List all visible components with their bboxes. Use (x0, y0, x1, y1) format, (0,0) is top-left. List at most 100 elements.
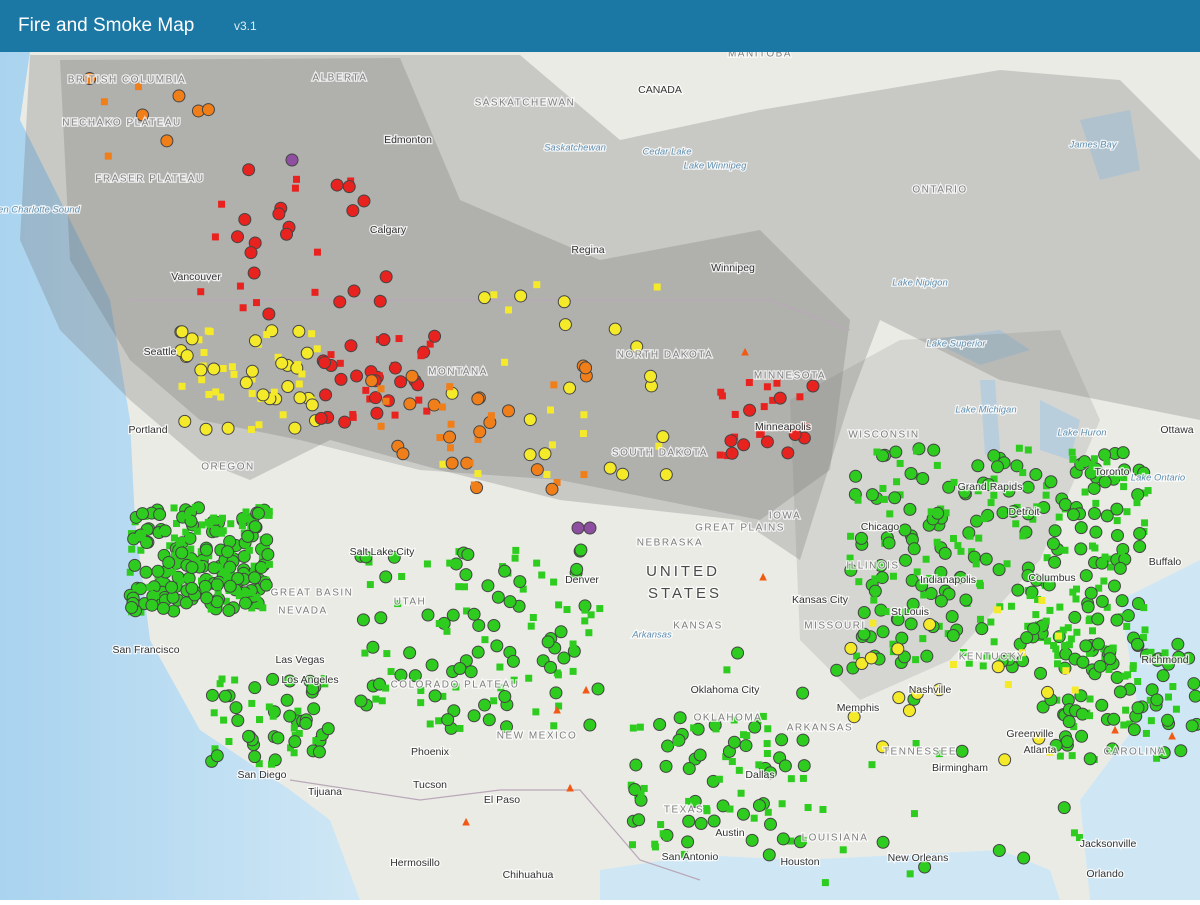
sensor-square (763, 383, 771, 391)
monitor-circle (175, 325, 189, 339)
sensor-square (248, 604, 256, 612)
sensor-square (265, 507, 273, 515)
monitor-circle (1091, 612, 1105, 626)
sensor-square (217, 393, 225, 401)
monitor-circle (630, 340, 644, 354)
sensor-square (957, 547, 965, 555)
sensor-square (529, 614, 537, 622)
place-label: Portland (128, 424, 167, 436)
monitor-circle (1060, 735, 1074, 749)
place-label: WISCONSIN (848, 430, 919, 441)
sensor-square (533, 559, 541, 567)
monitor-circle (659, 759, 673, 773)
sensor-square (1071, 686, 1079, 694)
sensor-square (1101, 553, 1109, 561)
monitor-circle (910, 686, 924, 700)
sensor-square (200, 349, 208, 357)
sensor-square (311, 288, 319, 296)
sensor-square (580, 471, 588, 479)
sensor-square (295, 380, 303, 388)
monitor-circle (918, 860, 932, 874)
sensor-square (659, 830, 667, 838)
monitor-circle (876, 625, 890, 639)
sensor-square (933, 461, 941, 469)
sensor-square (247, 589, 255, 597)
sensor-square (336, 359, 344, 367)
sensor-square (994, 606, 1002, 614)
monitor-circle (898, 553, 912, 567)
monitor-circle (498, 564, 512, 578)
sensor-square (1068, 752, 1076, 760)
monitor-circle (979, 552, 993, 566)
monitor-circle (1110, 502, 1124, 516)
monitor-circle (847, 710, 861, 724)
sensor-square (879, 484, 887, 492)
place-label: Birmingham (932, 762, 988, 774)
monitor-circle (830, 663, 844, 677)
monitor-circle (916, 471, 930, 485)
sensor-square (1144, 487, 1152, 495)
sensor-square (228, 571, 236, 579)
monitor-circle (855, 657, 869, 671)
monitor-circle (545, 482, 559, 496)
sensor-square (423, 407, 431, 415)
sensor-square (1112, 476, 1120, 484)
sensor-square (550, 722, 558, 730)
place-label: Phoenix (411, 746, 450, 758)
sensor-square (759, 712, 767, 720)
great-lakes (930, 330, 1080, 460)
place-label: NEW MEXICO (497, 731, 578, 742)
monitor-circle (876, 740, 890, 754)
sensor-square (1161, 649, 1169, 657)
sensor-square (889, 640, 897, 648)
monitor-circle (453, 661, 467, 675)
monitor-circle (1115, 594, 1129, 608)
monitor-circle (472, 618, 486, 632)
monitor-circle (934, 594, 948, 608)
sensor-square (1056, 603, 1064, 611)
sensor-square (244, 515, 252, 523)
sensor-square (1126, 720, 1134, 728)
sensor-square (640, 784, 648, 792)
monitor-circle (443, 430, 457, 444)
monitor-circle (681, 835, 695, 849)
monitor-circle (1083, 752, 1097, 766)
monitor-circle (891, 642, 905, 656)
monitor-circle (773, 391, 787, 405)
sensor-square (723, 666, 731, 674)
sensor-square (134, 83, 142, 91)
sensor-square (270, 388, 278, 396)
monitor-circle (403, 646, 417, 660)
monitor-circle (523, 413, 537, 427)
sensor-square (563, 606, 571, 614)
monitor-circle (446, 608, 460, 622)
monitor-circle (876, 835, 890, 849)
sensor-square (1054, 632, 1062, 640)
monitor-circle (1161, 713, 1175, 727)
basemap[interactable]: ▲ ▲ ▲ ▲ ▲ ▲ ▲ ▲ BRITISH COLUMBIA ALBERTA SASKATCH… (0, 47, 1200, 900)
monitor-circle (165, 580, 179, 594)
place-label: New Orleans (888, 852, 949, 864)
monitor-circle (762, 848, 776, 862)
monitor-circle (752, 798, 766, 812)
sensor-square (855, 578, 863, 586)
place-label: Winnipeg (711, 262, 755, 274)
place-label: BRITISH COLUMBIA (68, 75, 186, 86)
monitor-circle (1066, 508, 1080, 522)
sensor-square (587, 611, 595, 619)
monitor-circle (737, 438, 751, 452)
monitor-circle (959, 593, 973, 607)
sensor-square (637, 790, 645, 798)
sensor-square (1089, 627, 1097, 635)
monitor-circle (482, 713, 496, 727)
sensor-square (212, 388, 220, 396)
monitor-circle (775, 733, 789, 747)
monitor-circle (1048, 555, 1062, 569)
sensor-square (446, 444, 454, 452)
place-label: MINNESOTA (754, 371, 826, 382)
pacific-ocean (0, 52, 360, 900)
sensor-square (1085, 649, 1093, 657)
monitor-circle (915, 578, 929, 592)
sensor-square (737, 789, 745, 797)
sensor-square (238, 521, 246, 529)
